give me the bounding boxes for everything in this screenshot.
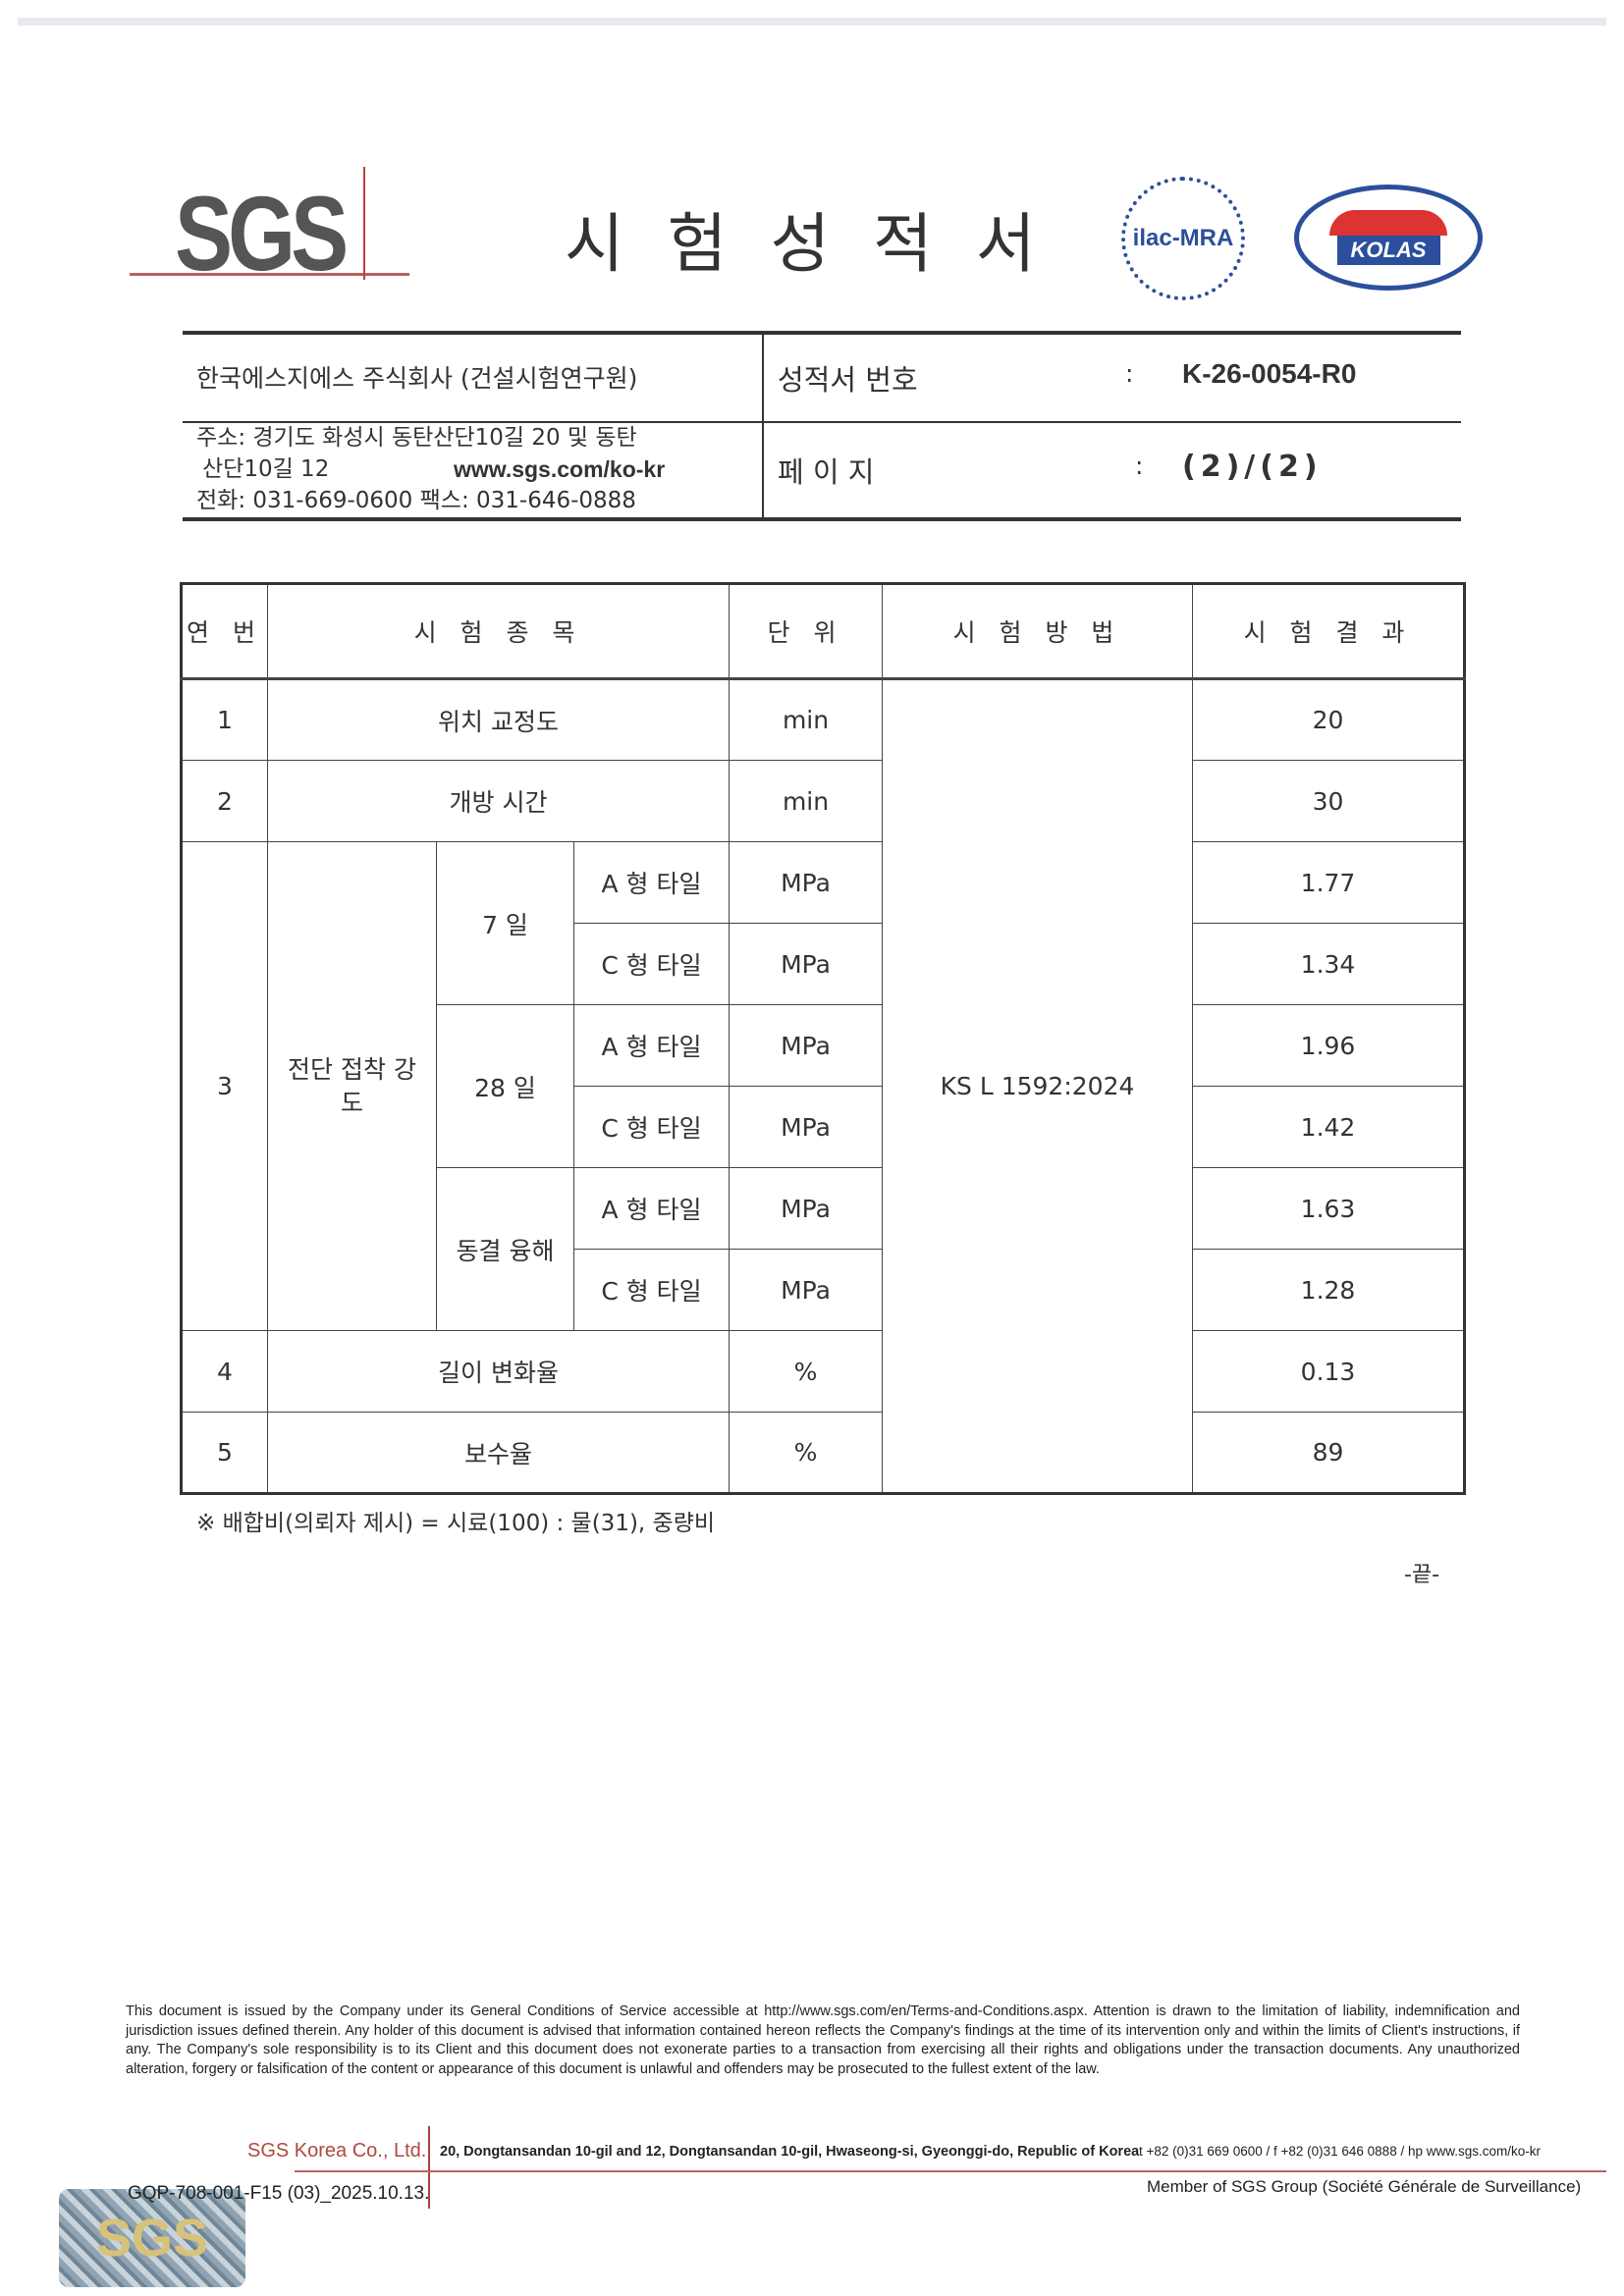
table-row: 3 전단 접착 강도 7 일 A 형 타일 MPa 1.77 (181, 841, 1466, 1331)
form-number: GQP-708-001-F15 (03)_2025.10.13. (128, 2183, 430, 2204)
disclaimer: This document is issued by the Company u… (126, 2003, 1520, 2077)
row-item: 보수율 (266, 1412, 731, 1494)
row-no: 3 (181, 841, 268, 1331)
kolas-logo-text: KOLAS (1336, 236, 1440, 265)
kolas-swoosh (1329, 210, 1447, 236)
ilac-mra-logo: ilac-MRA (1121, 177, 1245, 300)
table-row: C 형 타일 MPa 1.42 (182, 1086, 1466, 1168)
page-title: 시험성적서 (565, 206, 1079, 282)
address-line1: 주소: 경기도 화성시 동탄산단10길 20 및 동탄 (196, 425, 637, 451)
tile-type: C 형 타일 (572, 1086, 731, 1168)
row-unit: MPa (729, 1249, 884, 1331)
page-value: (2)/(2) (1182, 450, 1323, 484)
footer-contact: t +82 (0)31 669 0600 / f +82 (0)31 646 0… (1139, 2144, 1541, 2159)
row-unit: % (729, 1412, 884, 1494)
row-no: 4 (181, 1330, 268, 1413)
header-item: 시 험 종 목 (266, 583, 731, 680)
footer-rule-vertical (428, 2126, 430, 2209)
row-item: 전단 접착 강도 (267, 841, 437, 1331)
row-item: 위치 교정도 (266, 678, 731, 761)
ilac-logo-text: ilac-MRA (1132, 225, 1234, 251)
row-result: 20 (1192, 678, 1466, 761)
table-row: C 형 타일 MPa 1.28 (182, 1249, 1466, 1331)
website: www.sgs.com/ko-kr (454, 456, 666, 482)
scan-edge (18, 18, 1606, 26)
group-label: 동결 융해 (436, 1167, 574, 1331)
test-method: KS L 1592:2024 (882, 678, 1194, 1494)
report-no: K-26-0054-R0 (1182, 358, 1357, 389)
hologram-seal: SGS (59, 2189, 245, 2287)
row-result: 1.34 (1192, 923, 1466, 1005)
header-method: 시 험 방 법 (882, 583, 1194, 680)
tile-type: A 형 타일 (572, 1004, 731, 1087)
header-bottom-rule (183, 517, 1461, 521)
row-result: 1.28 (1192, 1249, 1466, 1331)
report-no-label: 성적서 번호 (778, 363, 918, 397)
row-result: 1.96 (1192, 1004, 1466, 1087)
logo-rule (130, 273, 409, 276)
row-no: 5 (181, 1412, 268, 1494)
row-no: 2 (181, 760, 268, 842)
row-unit: MPa (729, 1004, 884, 1087)
group-label: 7 일 (436, 841, 574, 1005)
header-top-rule (183, 331, 1461, 335)
results-table: 연 번 시 험 종 목 단 위 시 험 방 법 시 험 결 과 1 위치 교정도… (180, 582, 1467, 1495)
footer-rule (295, 2170, 1606, 2172)
table-row: C 형 타일 MPa 1.34 (182, 923, 1466, 1005)
end-mark: -끝- (1404, 1563, 1440, 1587)
group-label: 28 일 (436, 1004, 574, 1168)
row-result: 1.77 (1192, 841, 1466, 924)
footer-member: Member of SGS Group (Société Générale de… (1147, 2177, 1582, 2196)
row-item: 길이 변화율 (266, 1330, 731, 1413)
table-row: 4 길이 변화율 % 0.13 (181, 1330, 1466, 1413)
table-row: 5 보수율 % 89 (181, 1412, 1466, 1494)
row-unit: min (729, 678, 884, 761)
page-label: 페 이 지 (778, 455, 875, 489)
tile-type: C 형 타일 (572, 1249, 731, 1331)
mix-ratio-note: ※ 배합비(의뢰자 제시) = 시료(100) : 물(31), 중량비 (196, 1511, 716, 1536)
row-unit: min (729, 760, 884, 842)
row-item: 개방 시간 (266, 760, 731, 842)
kolas-logo: KOLAS (1294, 185, 1483, 291)
tile-type: C 형 타일 (572, 923, 731, 1005)
row-result: 89 (1192, 1412, 1466, 1494)
row-result: 0.13 (1192, 1330, 1466, 1413)
row-no: 1 (181, 678, 268, 761)
tile-type: A 형 타일 (572, 841, 731, 924)
row-unit: MPa (729, 1167, 884, 1250)
table-row: 2 개방 시간 min 30 (181, 760, 1466, 842)
row-unit: MPa (729, 841, 884, 924)
address-line2: 산단10길 12 (202, 456, 330, 482)
header-result: 시 험 결 과 (1192, 583, 1466, 680)
colon: : (1125, 359, 1134, 388)
row-unit: MPa (729, 1086, 884, 1168)
row-result: 1.63 (1192, 1167, 1466, 1250)
header-mid-rule (183, 421, 1461, 423)
colon: : (1135, 452, 1144, 480)
row-unit: MPa (729, 923, 884, 1005)
tile-type: A 형 타일 (572, 1167, 731, 1250)
header-unit: 단 위 (729, 583, 884, 680)
company-name: 한국에스지에스 주식회사 (건설시험연구원) (196, 364, 638, 393)
table-header-row: 연 번 시 험 종 목 단 위 시 험 방 법 시 험 결 과 (181, 583, 1466, 680)
sgs-logo: SGS (175, 174, 349, 293)
row-result: 30 (1192, 760, 1466, 842)
phone-fax: 전화: 031-669-0600 팩스: 031-646-0888 (196, 488, 636, 513)
header-divider (762, 334, 764, 518)
footer-address: 20, Dongtansandan 10-gil and 12, Dongtan… (440, 2144, 1140, 2160)
header-no: 연 번 (181, 583, 268, 680)
footer-company: SGS Korea Co., Ltd. (247, 2140, 427, 2162)
table-row: 1 위치 교정도 min KS L 1592:2024 20 (181, 678, 1466, 1494)
logo-rule-vertical (363, 167, 365, 280)
hologram-text: SGS (95, 2209, 209, 2268)
row-result: 1.42 (1192, 1086, 1466, 1168)
row-unit: % (729, 1330, 884, 1413)
